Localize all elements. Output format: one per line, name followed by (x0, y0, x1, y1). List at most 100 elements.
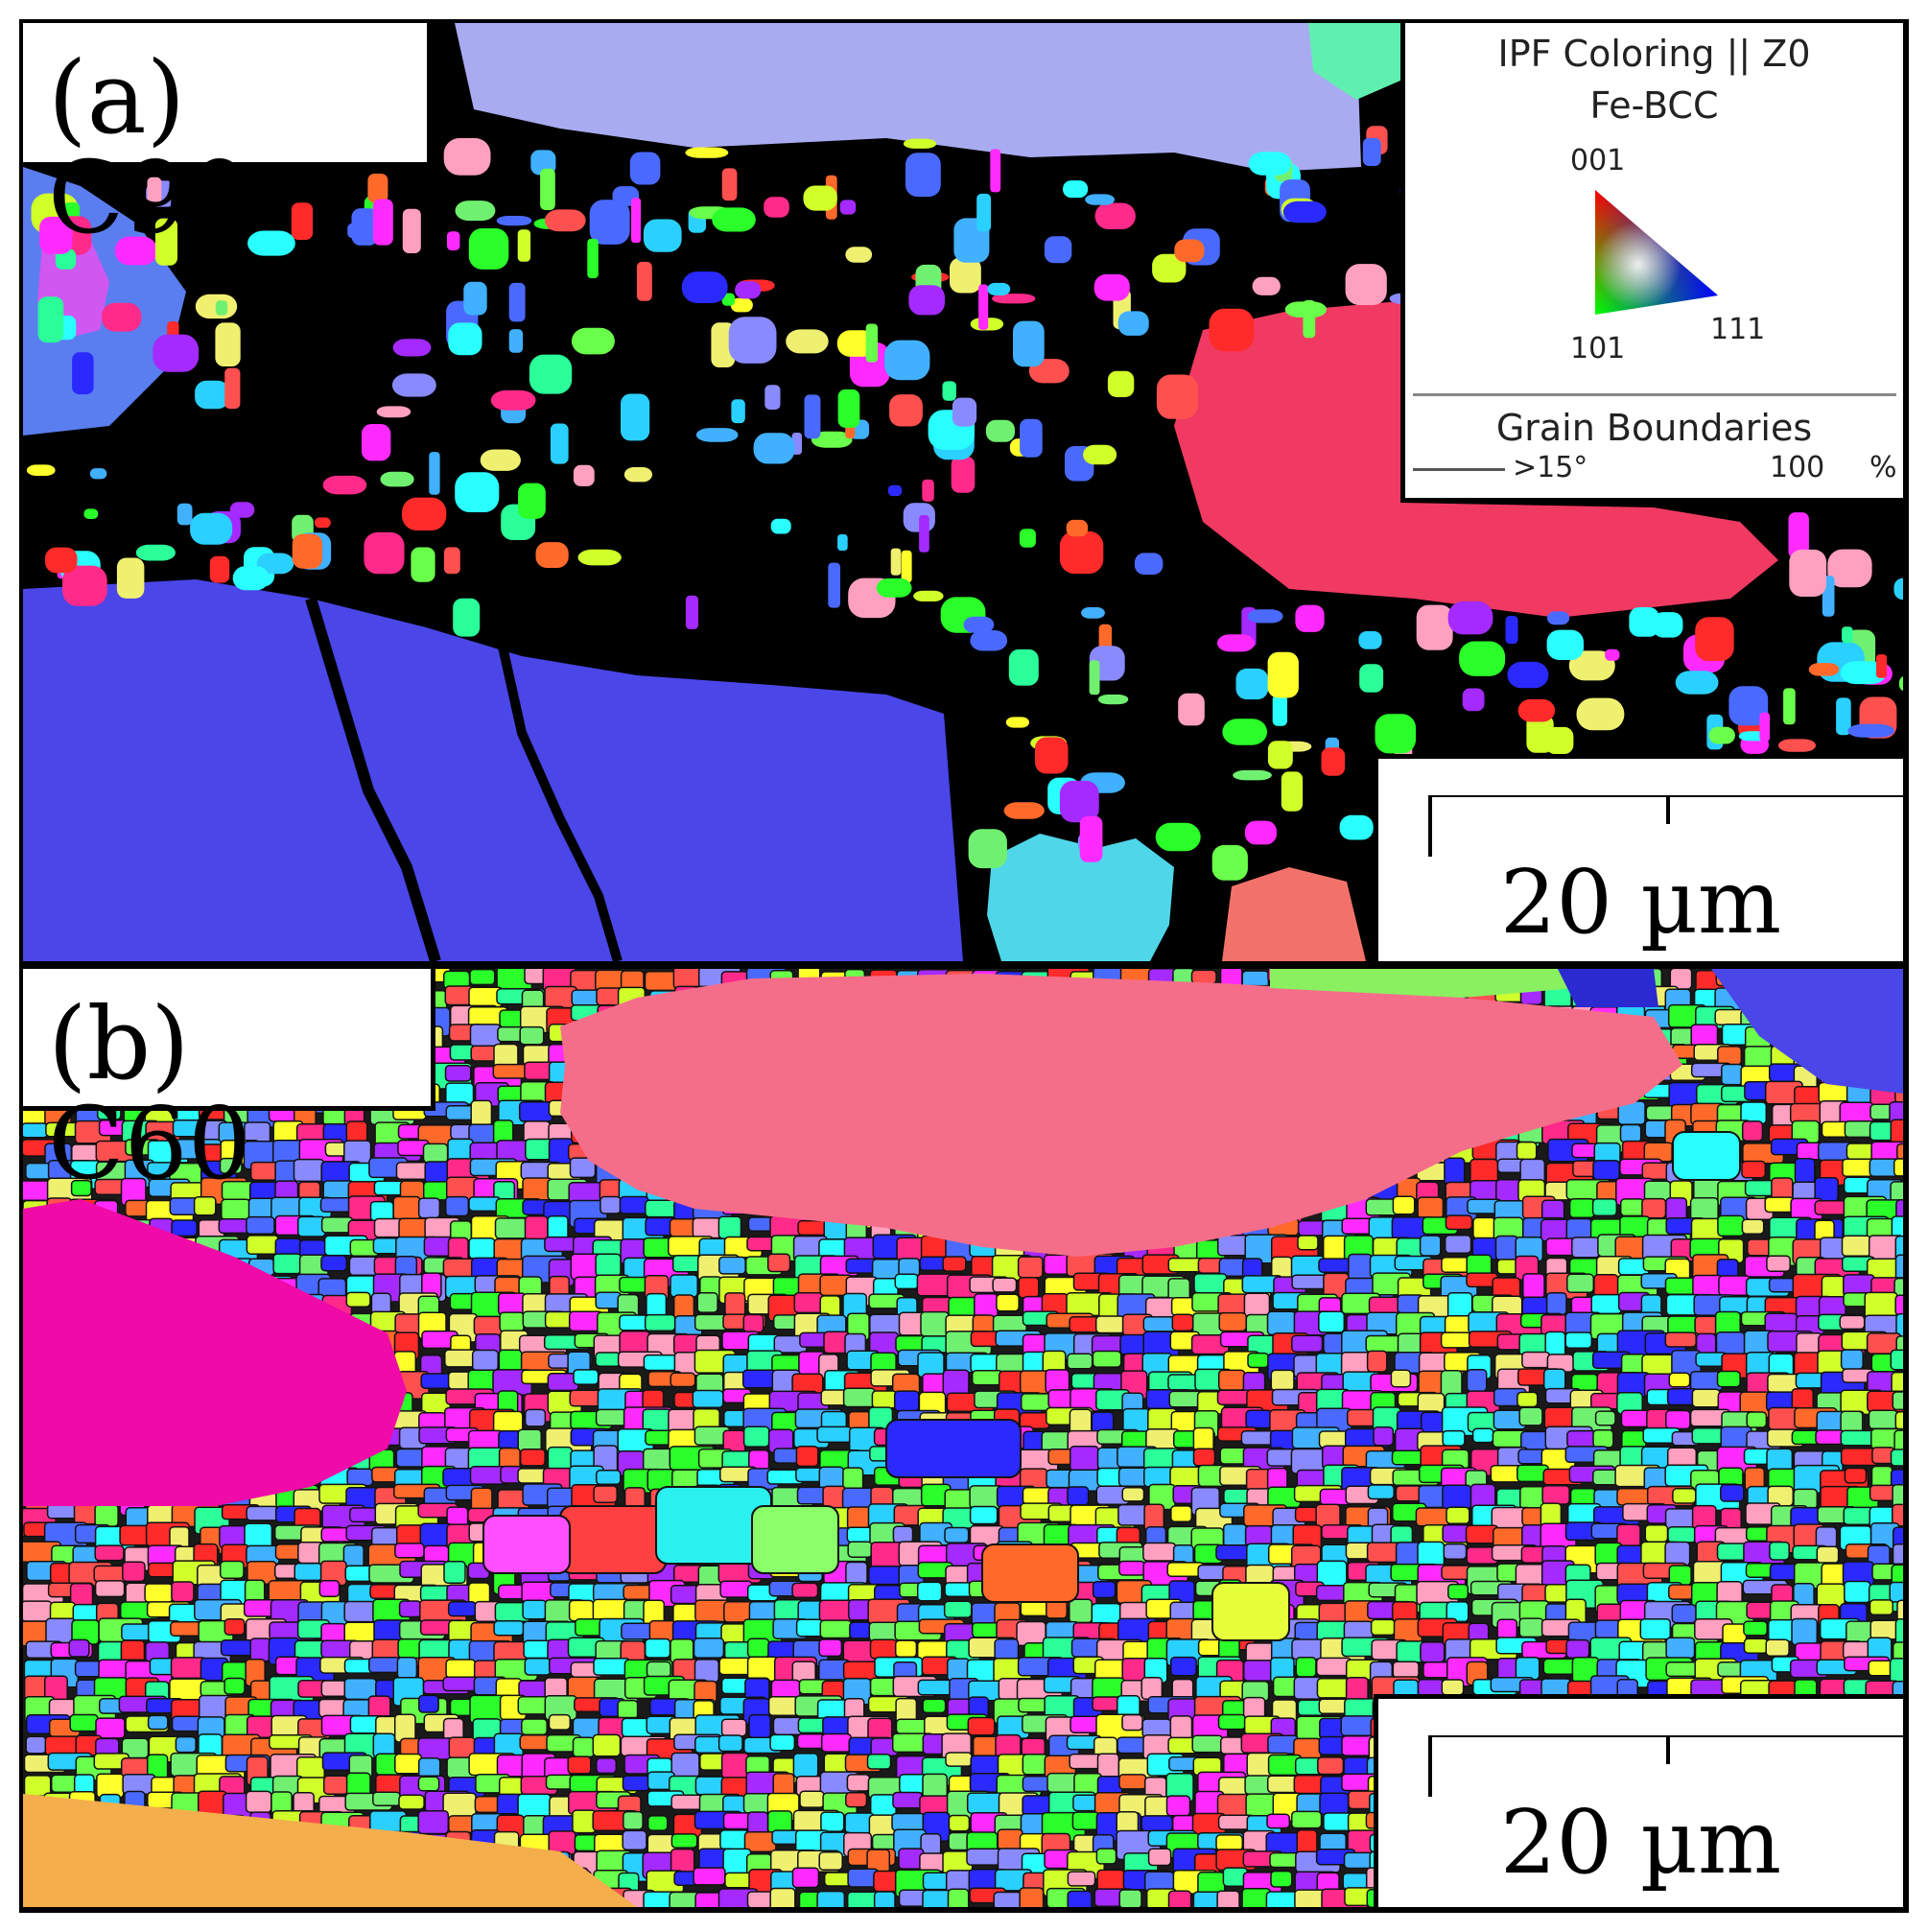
grain-small (898, 1258, 921, 1277)
grain-small (1092, 1580, 1117, 1599)
legend-corner-001: 001 (1570, 144, 1626, 177)
grain-small (1395, 1485, 1422, 1502)
legend-corner-111: 111 (1710, 313, 1766, 346)
grain-small (1746, 1411, 1768, 1428)
grain-small (147, 177, 162, 203)
grain-small (256, 553, 294, 575)
grain-small (376, 406, 411, 418)
grain-small (1783, 688, 1796, 725)
grain-small (694, 1659, 719, 1684)
scale-bar-b-text: 20 µm (1499, 1791, 1782, 1894)
grain-small (39, 216, 73, 254)
grain-small (1035, 737, 1069, 774)
grain-small (1889, 1658, 1903, 1685)
grain-small (1844, 1580, 1871, 1604)
grain-small (429, 452, 440, 495)
grain-small (647, 1815, 669, 1831)
grain-small (968, 829, 1007, 869)
legend-boundaries-title: Grain Boundaries (1495, 407, 1813, 449)
grain-small (1816, 1545, 1840, 1565)
grain-small (905, 153, 941, 198)
grain-small (795, 1445, 819, 1468)
grain-small (447, 1601, 477, 1617)
grain-small (480, 449, 521, 471)
legend-boundary-line (1413, 468, 1505, 471)
grain-small (1816, 1583, 1846, 1608)
grain-small (1093, 273, 1130, 301)
grain-small (1155, 822, 1201, 852)
grain-small (685, 595, 698, 629)
grain-small (1415, 1507, 1449, 1527)
grain-small (873, 1891, 896, 1907)
grain-large (1672, 1131, 1741, 1181)
grain-small (176, 503, 193, 526)
grain-small (1066, 519, 1089, 537)
grain-small (1121, 1713, 1143, 1732)
grain-small (294, 1563, 323, 1582)
grain-small (685, 147, 729, 158)
grain-small (942, 1256, 967, 1272)
grain-small (1728, 686, 1769, 726)
grain-small (819, 1619, 853, 1639)
grain-small (498, 1349, 523, 1373)
grain-small (320, 1255, 348, 1272)
grain-small (1459, 641, 1506, 676)
grain-small (619, 1195, 649, 1214)
grain-small (394, 1753, 423, 1775)
grain-small (1370, 1618, 1396, 1637)
grain-small (1267, 741, 1293, 769)
grain-small (1721, 1063, 1744, 1086)
grain-small (712, 207, 756, 232)
grain-small (1118, 1560, 1146, 1576)
grain-small (499, 1311, 525, 1332)
grain-small (997, 1828, 1023, 1851)
grain-small (246, 1215, 275, 1236)
grain-small (693, 1867, 726, 1886)
grain-small (1059, 780, 1099, 823)
grain-small (943, 1600, 973, 1618)
grain-small (517, 1793, 552, 1819)
grain-small (1743, 1620, 1768, 1637)
grain-small (1743, 1637, 1769, 1654)
grain-small (521, 1581, 555, 1603)
grain-small (1768, 1277, 1797, 1293)
grain-small (1358, 631, 1382, 649)
grain-small (593, 1485, 618, 1504)
grain-small (1766, 1255, 1791, 1273)
grain-small (1217, 634, 1255, 652)
grain-small (1592, 1160, 1620, 1181)
grain-small (748, 1713, 771, 1739)
grain-small (1717, 1046, 1743, 1066)
grain-small (871, 1390, 898, 1409)
grain-cyan-bottom (987, 834, 1174, 961)
grain-small (893, 1390, 920, 1412)
grain-small (1140, 1676, 1164, 1700)
grain-small (946, 1658, 971, 1682)
grain-small (1890, 1119, 1903, 1147)
grain-small (890, 548, 902, 576)
grain-small (1368, 1296, 1402, 1314)
grain-small (319, 1197, 353, 1213)
grain-small (1244, 820, 1277, 845)
grain-small (845, 1561, 868, 1586)
grain-small (1568, 650, 1615, 681)
grain-small (443, 547, 460, 575)
grain-small (1447, 601, 1493, 635)
grain-small (1044, 236, 1072, 264)
grain-small (916, 1581, 943, 1602)
grain-small (1594, 1410, 1616, 1426)
grain-small (1069, 1445, 1099, 1473)
grain-small (589, 200, 630, 245)
grain-small (894, 1273, 919, 1290)
grain-cyan-top-right (1308, 23, 1400, 100)
grain-small (1321, 747, 1346, 776)
grain-small (1667, 1526, 1697, 1543)
grain-small (1192, 1448, 1216, 1467)
grain-small (215, 300, 228, 316)
grain-small (249, 1161, 279, 1181)
grain-small (795, 1618, 824, 1637)
grain-small (1067, 1871, 1096, 1887)
grain-small (1297, 1235, 1319, 1251)
grain-small (1741, 1120, 1764, 1142)
grain-small (1664, 1331, 1697, 1348)
